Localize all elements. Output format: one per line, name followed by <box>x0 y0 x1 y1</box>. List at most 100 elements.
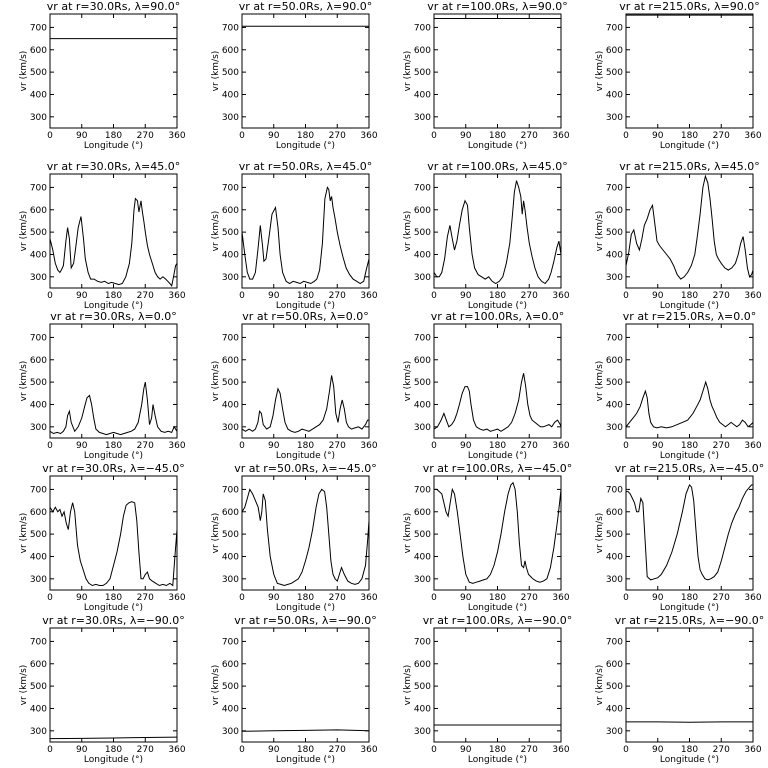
panel-title: vr at r=30.0Rs, λ=−90.0° <box>42 614 185 627</box>
y-axis-label: vr (km/s) <box>19 51 29 92</box>
y-tick-label: 500 <box>606 68 623 78</box>
vr-series-line <box>49 501 178 587</box>
x-tick-label: 360 <box>552 745 569 755</box>
y-axis-label: vr (km/s) <box>403 665 413 706</box>
x-tick-label: 90 <box>268 291 280 301</box>
x-tick-label: 180 <box>105 291 122 301</box>
y-tick-label: 600 <box>222 206 239 216</box>
x-axis-label: Longitude (°) <box>84 755 143 765</box>
panel-title: vr at r=50.0Rs, λ=45.0° <box>239 160 372 173</box>
y-tick-label: 700 <box>222 637 239 647</box>
y-tick-label: 500 <box>30 228 47 238</box>
x-tick-label: 360 <box>744 745 761 755</box>
x-tick-label: 90 <box>460 441 472 451</box>
y-tick-label: 500 <box>414 68 431 78</box>
y-tick-label: 300 <box>222 575 239 585</box>
x-axis-label: Longitude (°) <box>84 603 143 613</box>
y-tick-label: 300 <box>30 423 47 433</box>
y-axis-label: vr (km/s) <box>211 513 221 554</box>
x-tick-label: 90 <box>652 745 664 755</box>
x-tick-label: 90 <box>460 745 472 755</box>
x-tick-label: 180 <box>297 131 314 141</box>
vr-series-line <box>49 197 178 287</box>
plot-frame <box>433 13 562 129</box>
y-tick-label: 600 <box>222 508 239 518</box>
x-tick-label: 180 <box>489 441 506 451</box>
y-axis-label: vr (km/s) <box>403 211 413 252</box>
panel-17: vr at r=30.0Rs, λ=−90.0° 0 90 180 270 360 300 4… <box>19 614 186 765</box>
x-tick-label: 360 <box>744 291 761 301</box>
vr-series-line <box>433 373 562 432</box>
x-tick-label: 360 <box>168 593 185 603</box>
y-tick-label: 700 <box>222 23 239 33</box>
y-tick-label: 500 <box>30 530 47 540</box>
y-axis-label: vr (km/s) <box>211 361 221 402</box>
x-tick-label: 360 <box>360 291 377 301</box>
x-tick-label: 360 <box>552 291 569 301</box>
y-tick-label: 300 <box>222 727 239 737</box>
y-tick-label: 500 <box>30 378 47 388</box>
x-axis-label: Longitude (°) <box>660 141 719 151</box>
y-tick-label: 500 <box>606 228 623 238</box>
y-tick-label: 300 <box>414 113 431 123</box>
x-axis-label: Longitude (°) <box>660 301 719 311</box>
x-tick-label: 360 <box>552 131 569 141</box>
panel-19: vr at r=100.0Rs, λ=−90.0° 0 90 180 270 360 300… <box>403 614 572 765</box>
y-tick-label: 600 <box>414 660 431 670</box>
y-tick-label: 600 <box>606 356 623 366</box>
x-tick-label: 270 <box>713 745 730 755</box>
panel-4: vr at r=215.0Rs, λ=90.0° 0 90 180 270 360 300 4… <box>595 0 762 151</box>
x-tick-label: 180 <box>297 593 314 603</box>
y-tick-label: 500 <box>222 68 239 78</box>
x-tick-label: 270 <box>137 745 154 755</box>
panel-title: vr at r=215.0Rs, λ=90.0° <box>619 0 759 13</box>
x-tick-label: 90 <box>76 593 88 603</box>
x-tick-label: 0 <box>623 441 629 451</box>
plot-frame <box>49 475 178 591</box>
x-axis-label: Longitude (°) <box>276 301 335 311</box>
vr-series-line <box>241 375 369 433</box>
x-axis-label: Longitude (°) <box>660 603 719 613</box>
vr-series-line <box>241 186 370 285</box>
panel-title: vr at r=50.0Rs, λ=0.0° <box>242 310 368 323</box>
vr-series-line <box>49 381 178 436</box>
x-axis-label: Longitude (°) <box>468 141 527 151</box>
x-tick-label: 360 <box>168 291 185 301</box>
panel-title: vr at r=30.0Rs, λ=90.0° <box>47 0 180 13</box>
x-tick-label: 360 <box>168 131 185 141</box>
x-tick-label: 0 <box>431 593 437 603</box>
x-axis-label: Longitude (°) <box>468 755 527 765</box>
y-tick-label: 400 <box>222 250 239 260</box>
y-tick-label: 500 <box>222 378 239 388</box>
x-tick-label: 360 <box>360 745 377 755</box>
plot-frame <box>241 323 370 439</box>
plot-frame <box>49 173 178 289</box>
y-tick-label: 500 <box>606 530 623 540</box>
plot-frame <box>625 13 754 129</box>
y-tick-label: 700 <box>30 183 47 193</box>
vr-series-line <box>241 488 370 587</box>
x-axis-label: Longitude (°) <box>84 301 143 311</box>
plot-frame <box>433 475 562 591</box>
y-axis-label: vr (km/s) <box>211 665 221 706</box>
x-tick-label: 180 <box>297 441 314 451</box>
y-tick-label: 500 <box>414 378 431 388</box>
x-tick-label: 360 <box>552 441 569 451</box>
y-tick-label: 600 <box>414 206 431 216</box>
x-tick-label: 180 <box>681 131 698 141</box>
x-tick-label: 360 <box>360 593 377 603</box>
x-tick-label: 0 <box>239 441 245 451</box>
y-tick-label: 300 <box>606 727 623 737</box>
panel-5: vr at r=30.0Rs, λ=45.0° 0 90 180 270 360 300 40… <box>19 160 186 311</box>
x-tick-label: 0 <box>47 131 53 141</box>
y-tick-label: 600 <box>30 46 47 56</box>
panel-15: vr at r=100.0Rs, λ=−45.0° 0 90 180 270 360 300… <box>403 462 572 613</box>
x-tick-label: 270 <box>713 593 730 603</box>
y-tick-label: 700 <box>30 637 47 647</box>
panel-title: vr at r=215.0Rs, λ=45.0° <box>619 160 759 173</box>
y-tick-label: 300 <box>30 727 47 737</box>
y-tick-label: 500 <box>30 682 47 692</box>
panel-14: vr at r=50.0Rs, λ=−45.0° 0 90 180 270 360 300 4… <box>211 462 378 613</box>
y-axis-label: vr (km/s) <box>403 51 413 92</box>
panel-title: vr at r=100.0Rs, λ=45.0° <box>427 160 567 173</box>
